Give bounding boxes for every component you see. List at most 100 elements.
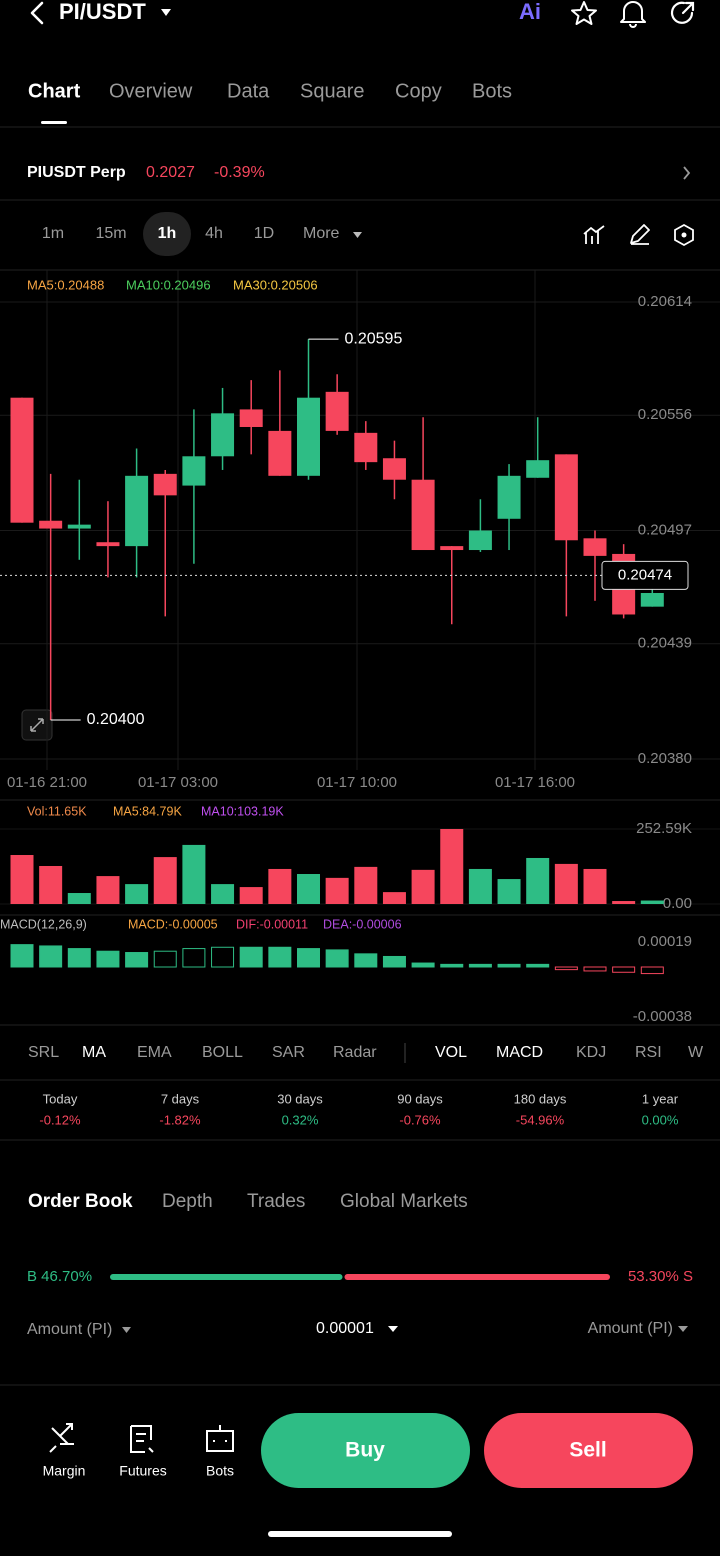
indicator[interactable]: Radar xyxy=(333,1044,377,1061)
tab[interactable]: Overview xyxy=(109,80,193,102)
period-label: 1 year xyxy=(642,1091,679,1106)
draw-button[interactable] xyxy=(630,224,650,245)
precision-select[interactable]: 0.00001 xyxy=(316,1320,374,1337)
alert-button[interactable] xyxy=(620,1,646,28)
tab[interactable]: Chart xyxy=(28,80,81,102)
ticker-name[interactable]: PIUSDT Perp xyxy=(27,164,126,181)
indicator[interactable]: MACD xyxy=(496,1044,543,1061)
macd-bar xyxy=(297,948,320,968)
candle-body xyxy=(497,475,521,519)
tab[interactable]: Copy xyxy=(395,80,442,102)
ticker-chevron[interactable] xyxy=(683,166,691,180)
x-tick-label: 01-17 03:00 xyxy=(138,774,218,791)
indicator[interactable]: W xyxy=(688,1044,704,1061)
share-button[interactable] xyxy=(670,1,695,24)
candle-body xyxy=(640,592,664,607)
volume-bar xyxy=(612,901,636,904)
volume-bar xyxy=(268,868,292,904)
macd-label: MACD(12,26,9) xyxy=(0,917,87,931)
y-tick-label: 252.59K xyxy=(636,820,692,837)
volume-bar xyxy=(583,868,607,904)
ticker-price: 0.2027 xyxy=(146,164,195,181)
book-tab[interactable]: Order Book xyxy=(28,1191,133,1212)
back-button[interactable] xyxy=(30,1,44,25)
column-header[interactable]: Amount (PI) xyxy=(588,1320,673,1337)
indicator[interactable]: SRL xyxy=(28,1044,59,1061)
indicator[interactable]: KDJ xyxy=(576,1044,606,1061)
indicator-button[interactable] xyxy=(583,225,605,244)
interval[interactable]: 15m xyxy=(95,225,126,242)
macd-bar xyxy=(239,946,263,968)
sell-ratio-bar xyxy=(344,1274,610,1280)
book-tab[interactable]: Global Markets xyxy=(340,1191,468,1212)
dropdown-caret[interactable] xyxy=(353,232,362,238)
y-tick-label: 0.00 xyxy=(663,895,692,912)
book-tab[interactable]: Trades xyxy=(247,1191,305,1212)
buy-button[interactable] xyxy=(261,1413,470,1488)
indicator[interactable]: RSI xyxy=(635,1044,662,1061)
volume-bar xyxy=(153,857,177,904)
volume-bar xyxy=(640,900,664,904)
tab[interactable]: Bots xyxy=(472,80,512,102)
interval[interactable]: 1D xyxy=(254,225,274,242)
macd-bar xyxy=(182,948,206,968)
book-tab[interactable]: Depth xyxy=(162,1191,213,1212)
column-header[interactable]: Amount (PI) xyxy=(27,1321,112,1338)
indicator[interactable]: VOL xyxy=(435,1044,467,1061)
bots-icon[interactable] xyxy=(206,1425,234,1452)
macd-bar xyxy=(268,946,292,968)
interval[interactable]: More xyxy=(303,225,340,242)
indicator[interactable]: BOLL xyxy=(202,1044,243,1061)
fullscreen-icon xyxy=(30,718,44,732)
dropdown-caret[interactable] xyxy=(678,1326,688,1332)
candle-body xyxy=(268,430,292,476)
nav-label[interactable]: Futures xyxy=(119,1463,166,1479)
y-tick-label: 0.20614 xyxy=(638,293,692,310)
candle-body xyxy=(526,460,550,478)
candle-body xyxy=(96,542,120,547)
tab[interactable]: Square xyxy=(300,80,365,102)
candle-body xyxy=(67,524,91,529)
sell-label[interactable]: Sell xyxy=(569,1439,606,1462)
macd-bar xyxy=(468,963,492,968)
indicator[interactable]: EMA xyxy=(137,1044,172,1061)
candle-body xyxy=(211,413,235,457)
nav-label[interactable]: Bots xyxy=(206,1463,234,1479)
futures-icon[interactable] xyxy=(130,1425,154,1453)
dropdown-caret[interactable] xyxy=(161,9,171,16)
ai-button[interactable]: Ai xyxy=(519,0,541,24)
volume-bar xyxy=(411,869,435,904)
x-tick-label: 01-17 16:00 xyxy=(495,774,575,791)
dropdown-caret[interactable] xyxy=(122,1327,131,1333)
favorite-button[interactable] xyxy=(571,1,597,25)
tab[interactable]: Data xyxy=(227,80,270,102)
candle-body xyxy=(411,479,435,551)
period-label: Today xyxy=(43,1091,78,1106)
volume-bar xyxy=(96,876,120,904)
macd-bar xyxy=(497,963,521,968)
active-interval-pill xyxy=(143,212,191,256)
indicator[interactable]: MA xyxy=(82,1044,106,1061)
sell-button[interactable] xyxy=(484,1413,693,1488)
volume-bar xyxy=(67,893,91,904)
interval[interactable]: 1h xyxy=(158,225,177,242)
x-tick-label: 01-17 10:00 xyxy=(317,774,397,791)
dropdown-caret[interactable] xyxy=(388,1326,398,1332)
interval[interactable]: 1m xyxy=(42,225,64,242)
pair-title[interactable]: PI/USDT xyxy=(59,0,146,24)
candle-body xyxy=(125,475,149,547)
interval[interactable]: 4h xyxy=(205,225,223,242)
nav-label[interactable]: Margin xyxy=(43,1463,86,1479)
home-indicator xyxy=(268,1531,452,1537)
settings-button[interactable] xyxy=(674,223,694,247)
volume-label: MA5:84.79K xyxy=(113,804,182,818)
buy-label[interactable]: Buy xyxy=(345,1439,385,1462)
last-price-box xyxy=(601,560,689,590)
indicator[interactable]: SAR xyxy=(272,1044,305,1061)
macd-label: DEA:-0.00006 xyxy=(323,917,402,931)
period-label: 90 days xyxy=(397,1091,443,1106)
margin-icon[interactable] xyxy=(49,1423,74,1453)
candle-body xyxy=(297,397,320,476)
candle-body xyxy=(10,397,34,523)
